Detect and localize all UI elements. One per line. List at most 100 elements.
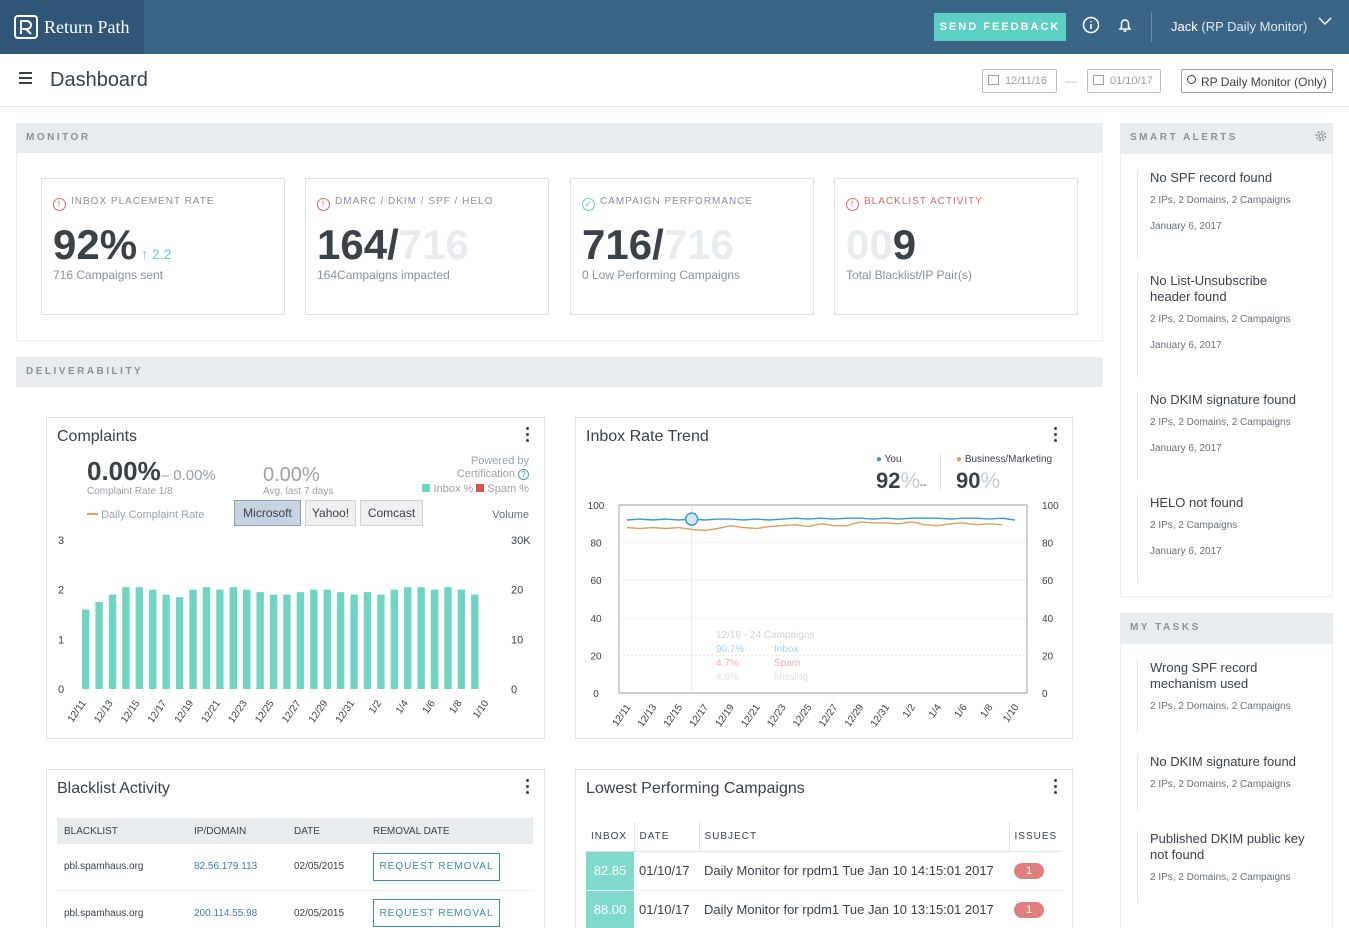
x-axis-tick-label: 12/23 xyxy=(765,702,789,729)
date-from-value: 12/11/16 xyxy=(1005,75,1048,87)
metric-card-inbox-placement[interactable]: ! INBOX PLACEMENT RATE 92% ↑ 2.2 716 Campa… xyxy=(41,178,285,315)
x-axis-tick-label: 12/29 xyxy=(307,698,331,725)
user-menu[interactable]: Jack (RP Daily Monitor) xyxy=(1171,19,1307,34)
date-to-field[interactable]: 01/10/17 xyxy=(1087,69,1161,93)
metric-card-dmarc[interactable]: ! DMARC / DKIM / SPF / HELO 164/716 164Ca… xyxy=(305,178,549,315)
check-circle-icon: ✓ xyxy=(582,198,595,211)
removal-cell: REQUEST REMOVAL xyxy=(366,890,533,928)
volume-bar xyxy=(417,587,425,689)
gear-icon[interactable] xyxy=(1314,129,1328,143)
table-row[interactable]: 82.85 01/10/17 Daily Monitor for rpdm1 T… xyxy=(586,851,1062,891)
inbox-rate-line-chart: 0 0 20 20 40 40 60 60 80 80 100 100 12/16 - 24 Campa… xyxy=(588,501,1059,729)
inbox-rate-cell: 88.00 xyxy=(586,890,634,928)
metric-subtext: 164Campaigns impacted xyxy=(317,268,450,282)
hamburger-menu-icon[interactable] xyxy=(19,72,32,87)
volume-bar xyxy=(323,589,331,689)
metric-card-blacklist-activity[interactable]: ! BLACKLIST ACTIVITY 009 Total Blacklist/… xyxy=(834,178,1078,315)
isp-tab-yahoo[interactable]: Yahoo! xyxy=(305,500,356,526)
volume-bar xyxy=(471,594,479,689)
volume-bar xyxy=(149,589,157,689)
alert-item[interactable]: No SPF record found 2 IPs, 2 Domains, 2 … xyxy=(1137,170,1332,258)
metric-label: ! INBOX PLACEMENT RATE xyxy=(53,196,215,211)
account-search-input[interactable]: RP Daily Monitor (Only) xyxy=(1181,69,1333,93)
more-options-icon[interactable] xyxy=(1054,427,1058,445)
x-axis-tick-label: 12/21 xyxy=(200,698,224,725)
volume-bar xyxy=(189,589,197,689)
table-row[interactable]: 88.00 01/10/17 Daily Monitor for rpdm1 T… xyxy=(586,890,1062,928)
plot-area-border xyxy=(618,504,1028,694)
metric-value: 716/716 xyxy=(582,221,734,269)
y-axis-tick-label: 2 xyxy=(58,585,64,597)
metric-label-text: INBOX PLACEMENT RATE xyxy=(71,196,215,207)
more-options-icon[interactable] xyxy=(1054,779,1058,797)
page-header: Dashboard 12/11/16 — 01/10/17 RP Daily M… xyxy=(0,54,1349,107)
issues-badge[interactable]: 1 xyxy=(1014,902,1044,918)
certification-link[interactable]: Certification ? xyxy=(457,468,529,480)
user-name: Jack xyxy=(1171,19,1198,34)
volume-bar xyxy=(269,594,278,689)
bell-icon[interactable] xyxy=(1115,16,1135,36)
alert-item[interactable]: No List-Unsubscribe header found 2 IPs, … xyxy=(1137,273,1332,377)
task-title: Wrong SPF record mechanism used xyxy=(1150,660,1258,691)
isp-tab-comcast[interactable]: Comcast xyxy=(360,500,423,526)
table-header-row: BLACKLIST IP/DOMAIN DATE REMOVAL DATE xyxy=(57,818,533,844)
volume-bar xyxy=(390,589,399,689)
alert-item[interactable]: HELO not found 2 IPs, 2 Campaigns Januar… xyxy=(1137,495,1332,583)
table-row: pbl.spamhaus.org 82.56.179.113 02/05/201… xyxy=(57,844,533,891)
avg-rate-value: 0.00% xyxy=(263,464,320,486)
volume-bar xyxy=(310,589,318,689)
y-axis-tick-label: 20 xyxy=(590,651,602,662)
return-path-logo-icon xyxy=(14,15,38,39)
x-axis-tick-label: 12/17 xyxy=(688,702,712,729)
request-removal-button[interactable]: REQUEST REMOVAL xyxy=(373,899,500,927)
legend-you: ● You xyxy=(876,454,902,465)
metric-subtext: Total Blacklist/IP Pair(s) xyxy=(846,268,972,282)
inbox-rate-cell: 82.85 xyxy=(586,851,634,891)
x-axis-tick-label: 12/15 xyxy=(662,702,686,729)
alert-meta: 2 IPs, 2 Campaigns xyxy=(1150,520,1238,531)
powered-by-label: Powered by xyxy=(470,455,529,467)
x-axis-tick-label: 1/4 xyxy=(927,702,944,720)
alert-item[interactable]: No DKIM signature found 2 IPs, 2 Domains… xyxy=(1137,392,1332,480)
metric-card-campaign-performance[interactable]: ✓ CAMPAIGN PERFORMANCE 716/716 0 Low Perf… xyxy=(570,178,814,315)
more-options-icon[interactable] xyxy=(526,779,530,797)
volume-bar xyxy=(377,594,385,689)
info-icon[interactable] xyxy=(1081,16,1101,36)
task-item[interactable]: Published DKIM public key not found 2 IP… xyxy=(1137,831,1332,903)
highlight-point xyxy=(684,512,699,526)
date-from-field[interactable]: 12/11/16 xyxy=(982,69,1057,93)
volume-axis-label: Volume xyxy=(492,509,529,521)
task-item[interactable]: No DKIM signature found 2 IPs, 2 Domains… xyxy=(1137,754,1332,810)
legend-spam: Spam % xyxy=(487,483,529,495)
alert-date: January 6, 2017 xyxy=(1150,340,1222,351)
ip-link[interactable]: 82.56.179.113 xyxy=(187,844,287,891)
metric-value-total: 716 xyxy=(663,221,734,268)
legend-swatch-inbox xyxy=(422,484,431,492)
campaign-date: 01/10/17 xyxy=(634,890,699,928)
legend-daily-complaint: Daily Complaint Rate xyxy=(87,509,204,521)
isp-tab-microsoft[interactable]: Microsoft xyxy=(234,500,301,526)
more-options-icon[interactable] xyxy=(526,427,530,445)
top-bar: Return Path SEND FEEDBACK Jack (RP Daily… xyxy=(0,0,1349,54)
send-feedback-button[interactable]: SEND FEEDBACK xyxy=(934,13,1066,41)
issues-badge[interactable]: 1 xyxy=(1014,863,1044,879)
legend-business-marketing: ● Business/Marketing xyxy=(956,454,1052,465)
alert-title: No SPF record found xyxy=(1150,170,1273,185)
task-item[interactable]: Wrong SPF record mechanism used 2 IPs, 2… xyxy=(1137,660,1332,732)
column-header-subject: SUBJECT xyxy=(698,822,1009,852)
campaign-date: 01/10/17 xyxy=(634,851,699,891)
ip-link[interactable]: 200.114.55.98 xyxy=(187,890,287,928)
campaigns-table: INBOX DATE SUBJECT ISSUES 82.85 01/10/17… xyxy=(586,822,1062,928)
x-axis-tick-label: 1/2 xyxy=(901,702,918,720)
tooltip-inbox-label: Inbox xyxy=(774,644,798,655)
chevron-down-icon[interactable] xyxy=(1318,14,1332,31)
campaign-subject[interactable]: Daily Monitor for rpdm1 Tue Jan 10 13:15… xyxy=(699,890,1009,928)
request-removal-button[interactable]: REQUEST REMOVAL xyxy=(373,852,500,881)
logo[interactable]: Return Path xyxy=(0,0,144,54)
my-tasks-panel: Wrong SPF record mechanism used 2 IPs, 2… xyxy=(1120,643,1333,928)
campaign-subject[interactable]: Daily Monitor for rpdm1 Tue Jan 10 14:15… xyxy=(699,851,1009,891)
legend-business-text: Business/Marketing xyxy=(964,454,1053,465)
alert-title: No List-Unsubscribe header found xyxy=(1150,273,1268,304)
deliverability-section-header: DELIVERABILITY xyxy=(16,357,1103,387)
y-axis-tick-label: 60 xyxy=(590,576,602,587)
